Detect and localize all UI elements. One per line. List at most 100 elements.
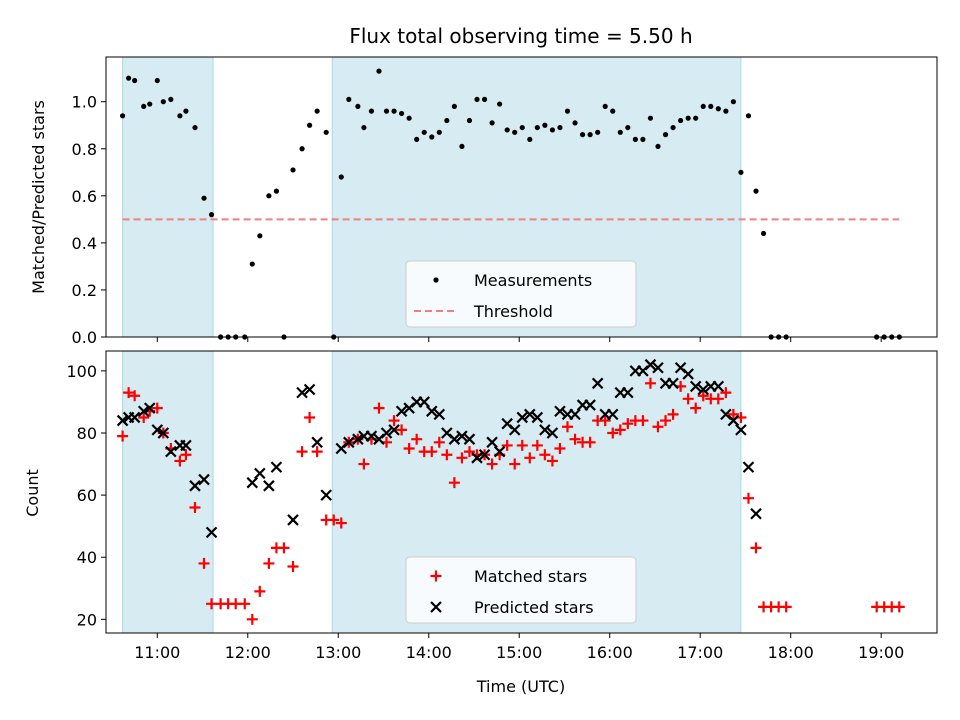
matched-star-point	[569, 433, 581, 445]
predicted-star-point	[539, 424, 551, 436]
predicted-star-point	[151, 424, 164, 436]
predicted-star-point	[270, 461, 283, 473]
measurement-point	[391, 108, 397, 114]
y-tick-label: 60	[77, 486, 97, 505]
matched-star-point	[720, 387, 732, 399]
matched-star-point	[358, 458, 370, 470]
measurement-point	[459, 143, 465, 150]
predicted-star-point	[531, 411, 544, 424]
y-tick-label: 80	[77, 424, 97, 443]
x-tick-label: 19:00	[858, 643, 904, 662]
measurement-point	[693, 115, 699, 121]
predicted-star-point	[508, 424, 521, 436]
legend: Measurements Threshold	[405, 260, 637, 328]
matched-star-point	[561, 421, 573, 433]
measurement-point	[647, 115, 654, 121]
y-tick-label: 0.4	[72, 234, 97, 253]
predicted-star-point	[365, 430, 378, 442]
measurement-point	[132, 77, 138, 84]
predicted-star-point	[622, 386, 634, 399]
predicted-star-point	[287, 514, 299, 526]
predicted-star-point	[742, 461, 755, 473]
matched-star-point	[335, 517, 347, 529]
y-tick-label: 0.2	[72, 281, 97, 300]
predicted-star-point	[591, 377, 604, 390]
matched-star-point	[388, 415, 400, 427]
predicted-star-point	[320, 489, 332, 501]
chart-title: Flux total observing time = 5.50 h	[349, 24, 692, 48]
measurement-point	[249, 261, 255, 267]
matched-star-point	[448, 477, 460, 489]
matched-star-point	[727, 408, 739, 420]
legend-label: Predicted stars	[474, 598, 594, 617]
matched-star-point	[373, 402, 385, 414]
matched-star-point	[682, 393, 694, 405]
measurement-point	[760, 230, 767, 237]
x-tick-label: 11:00	[134, 643, 180, 662]
matched-star-point	[690, 402, 702, 414]
matched-star-point	[622, 418, 634, 430]
measurement-point	[730, 99, 736, 105]
measurement-point	[355, 103, 361, 110]
measurement-point	[595, 129, 601, 135]
measurement-point	[141, 103, 147, 110]
matched-star-point	[254, 585, 266, 597]
y-tick-label: 40	[77, 548, 97, 567]
measurement-point	[160, 99, 166, 105]
measurement-point	[708, 103, 714, 110]
predicted-star-point	[750, 507, 762, 520]
matched-star-point	[411, 433, 423, 445]
x-tick-label: 13:00	[315, 643, 361, 662]
y-tick-label: 0.8	[72, 140, 97, 159]
matched-star-point	[174, 455, 186, 467]
measurement-point	[314, 108, 320, 114]
measurement-point	[542, 122, 548, 128]
matched-star-point	[750, 542, 762, 554]
measurement-point	[168, 96, 174, 102]
measurement-point	[126, 75, 132, 81]
matched-star-point	[614, 424, 626, 436]
predicted-star-point	[205, 526, 218, 539]
matched-star-point	[599, 415, 611, 427]
predicted-star-point	[652, 361, 664, 374]
x-tick-label: 16:00	[587, 643, 633, 662]
measurement-point	[406, 115, 412, 121]
matched-star-point	[138, 411, 150, 423]
measurement-point	[602, 103, 608, 110]
top-y-axis-label: Matched/Predicted stars	[29, 100, 48, 294]
matched-star-point	[246, 613, 258, 625]
matched-star-point	[296, 446, 308, 458]
matched-star-point	[441, 449, 453, 461]
x-tick-label: 12:00	[225, 643, 271, 662]
measurement-point	[192, 124, 198, 131]
matched-star-point	[607, 427, 619, 439]
legend-marker-predicted	[430, 601, 442, 613]
predicted-star-point	[471, 452, 483, 464]
measurement-point	[557, 124, 563, 131]
predicted-star-point	[165, 445, 177, 458]
matched-star-point	[584, 436, 596, 448]
measurement-point	[466, 117, 473, 124]
measurement-point	[519, 124, 525, 131]
predicted-star-point	[343, 436, 355, 449]
predicted-star-point	[137, 405, 150, 418]
predicted-star-point	[189, 480, 201, 492]
legend-label: Measurements	[474, 271, 592, 290]
predicted-star-point	[425, 405, 438, 418]
predicted-star-point	[246, 476, 259, 489]
matched-star-point	[516, 439, 528, 451]
plot-frame	[105, 56, 938, 338]
matched-star-point	[151, 402, 163, 414]
matched-star-point	[396, 424, 408, 436]
measurement-point	[429, 134, 435, 140]
matched-star-point	[780, 601, 792, 613]
matched-star-point	[524, 452, 536, 464]
predicted-star-point	[254, 467, 266, 480]
x-tick-label: 14:00	[406, 643, 452, 662]
measurement-point	[504, 127, 510, 133]
matched-star-point	[426, 446, 438, 458]
predicted-star-point	[697, 383, 710, 396]
predicted-star-point	[516, 411, 529, 424]
predicted-star-point	[486, 436, 498, 449]
